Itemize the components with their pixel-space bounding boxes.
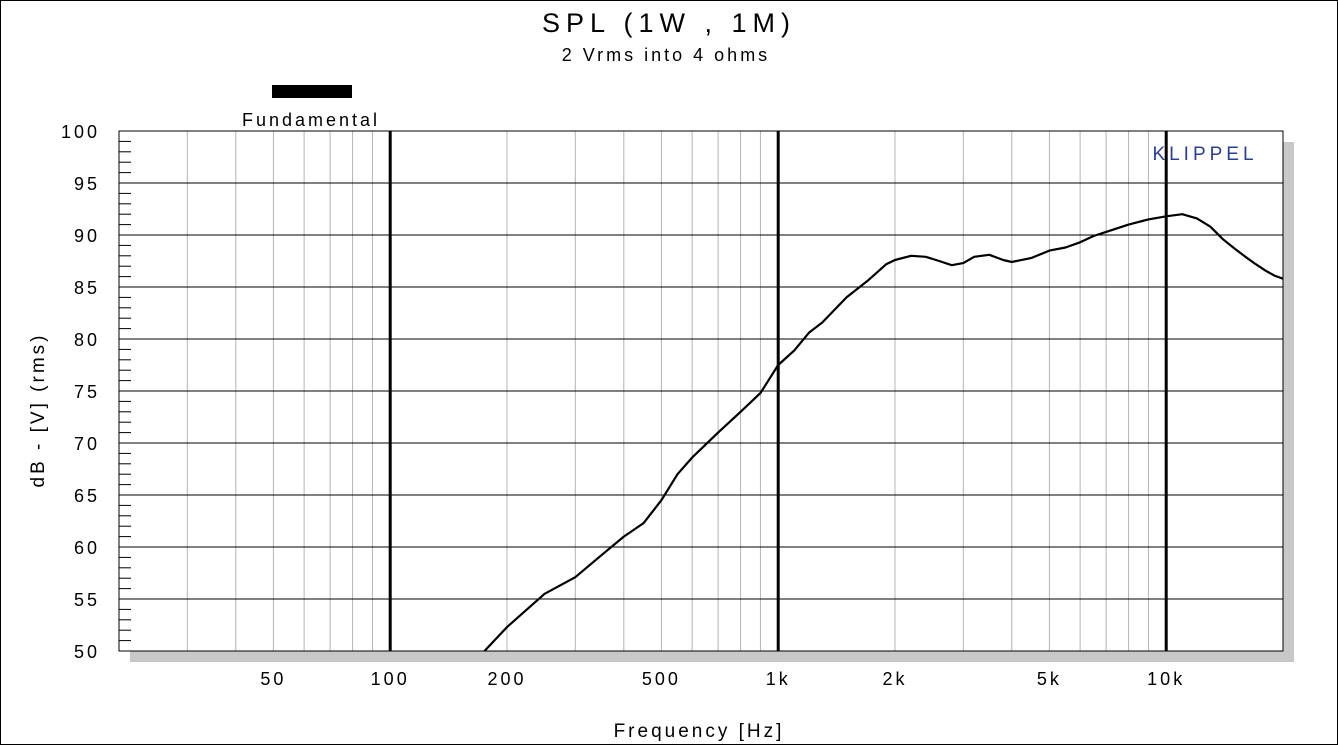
x-tick-label: 100 [371,669,410,689]
y-minor-ticks [119,140,131,642]
x-tick-label: 10k [1147,669,1185,689]
y-axis-title: dB - [V] (rms) [28,333,49,488]
y-tick-label: 65 [74,486,100,506]
y-tick-label: 55 [74,590,100,610]
plot-border [118,130,1284,652]
y-tick-label: 50 [74,642,100,662]
y-tick-label: 70 [74,434,100,454]
x-tick-label: 5k [1037,669,1062,689]
y-tick-labels: 100 95 90 85 80 75 70 65 60 55 50 [61,122,100,662]
y-tick-label: 90 [74,226,100,246]
y-tick-label: 100 [61,122,100,142]
x-tick-label: 50 [260,669,286,689]
series-line-fundamental [483,213,1284,652]
chart-title: SPL (1W , 1M) [542,8,796,38]
legend-swatch [272,85,352,98]
x-axis-title: Frequency [Hz] [614,721,785,742]
y-tick-label: 75 [74,382,100,402]
chart-subtitle: 2 Vrms into 4 ohms [562,45,770,65]
x-tick-label: 1k [766,669,791,689]
y-tick-label: 95 [74,174,100,194]
x-tick-label: 200 [487,669,526,689]
major-grid [119,131,1283,651]
klippel-annotation: KLIPPEL [1152,144,1257,165]
y-tick-label: 85 [74,278,100,298]
x-tick-label: 500 [642,669,681,689]
y-tick-label: 80 [74,330,100,350]
x-tick-label: 2k [882,669,907,689]
x-tick-labels: 50 100 200 500 1k 2k 5k 10k [260,669,1185,689]
y-tick-label: 60 [74,538,100,558]
legend-label: Fundamental [242,110,380,130]
